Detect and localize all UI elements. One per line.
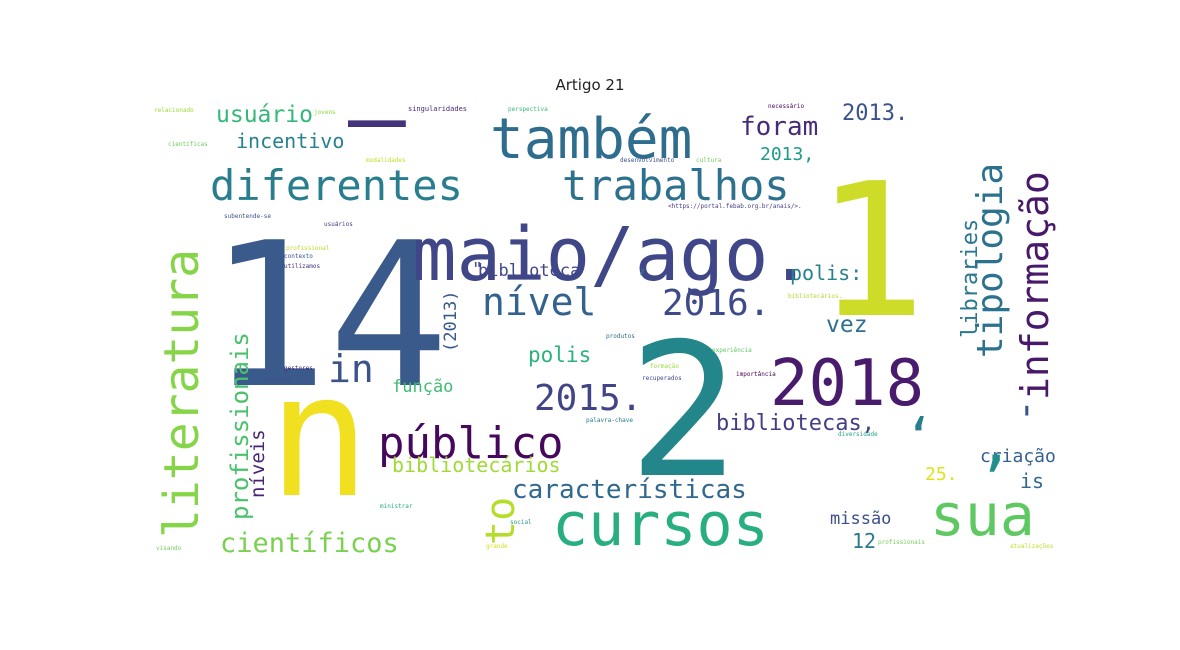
- cloud-word: ,: [636, 253, 649, 278]
- cloud-word: atualizações: [1010, 543, 1054, 550]
- cloud-word: bibliotecários: [392, 453, 561, 477]
- cloud-word: recuperados: [642, 375, 682, 382]
- cloud-word: 2013.: [842, 101, 908, 126]
- cloud-word: visando: [156, 545, 182, 552]
- cloud-word: 2: [628, 303, 739, 519]
- cloud-word: informação: [1013, 171, 1057, 400]
- cloud-word: sua: [930, 481, 1035, 549]
- cloud-word: missão: [830, 509, 891, 529]
- cloud-word: unidades: [262, 377, 291, 384]
- cloud-word: trabalhos: [562, 161, 790, 210]
- cloud-word: 2018: [770, 347, 924, 421]
- cloud-word: social: [510, 519, 532, 526]
- cloud-word: profissionais: [226, 332, 254, 520]
- cloud-word: polis: [528, 343, 591, 367]
- cloud-word: necessário: [768, 103, 805, 110]
- cloud-word: to: [478, 497, 524, 545]
- cloud-word: grande: [486, 543, 508, 550]
- cloud-word: –: [348, 100, 406, 173]
- cloud-word: libraries: [958, 219, 983, 338]
- cloud-word: produtos: [606, 333, 635, 340]
- cloud-word: científicos: [220, 528, 399, 559]
- cloud-word: ': [1016, 400, 1038, 441]
- cloud-word: usuário: [216, 102, 313, 128]
- cloud-word: experiência: [712, 347, 752, 354]
- cloud-word: cultura: [696, 157, 722, 164]
- cloud-word: polis:: [790, 261, 862, 285]
- cloud-word: ": [472, 259, 483, 280]
- cloud-word: 1: [815, 143, 926, 359]
- cloud-word: função: [392, 377, 453, 397]
- cloud-word: 2015.: [534, 378, 642, 419]
- word-cloud-canvas: 14 n 2 1 maio/ago. também cursos literat…: [154, 100, 1057, 560]
- cloud-word: bibliotecas,: [716, 411, 875, 436]
- cloud-word: bibliotecários.: [788, 293, 842, 300]
- cloud-word: desenvolvimento: [620, 157, 675, 164]
- cloud-word: formação: [650, 363, 679, 370]
- cloud-word: tipologia: [970, 163, 1011, 358]
- cloud-word: científicas: [168, 141, 208, 148]
- cloud-word: cursos: [552, 490, 769, 560]
- cloud-word: diferentes: [210, 161, 463, 210]
- cloud-word: perspectiva: [508, 106, 548, 113]
- cloud-word: is: [1020, 469, 1044, 493]
- cloud-word: ministrar: [380, 503, 413, 510]
- word-cloud: 14 n 2 1 maio/ago. também cursos literat…: [150, 100, 1060, 560]
- cloud-word: foram: [740, 112, 818, 142]
- cloud-word: (2013): [441, 291, 461, 352]
- cloud-word: ’: [976, 445, 1012, 515]
- cloud-word: características: [512, 475, 747, 505]
- cloud-word: usuários: [324, 221, 353, 228]
- cloud-word: relacionado: [154, 107, 194, 114]
- cloud-word: 14: [208, 200, 449, 433]
- cloud-word: palavra-chave: [586, 417, 633, 424]
- cloud-word: modalidades: [366, 157, 406, 164]
- cloud-word: nível: [482, 280, 596, 324]
- cloud-word: 2016.: [662, 283, 770, 324]
- cloud-word: criação: [980, 446, 1056, 467]
- cloud-word: 12: [852, 529, 876, 553]
- cloud-word: diversidade: [838, 431, 878, 438]
- cloud-word: profissional: [286, 245, 330, 252]
- cloud-word: incentivo: [236, 129, 344, 153]
- cloud-word: subentende-se: [224, 213, 271, 220]
- cloud-word: 25.: [925, 464, 958, 485]
- cloud-word: literatura: [154, 249, 210, 538]
- cloud-word: público: [378, 418, 563, 469]
- cloud-word: ‘: [904, 408, 934, 466]
- cloud-word: contexto: [284, 253, 313, 260]
- cloud-word: in: [328, 347, 374, 391]
- cloud-word: n: [268, 338, 370, 536]
- cloud-word: singularidades: [408, 105, 467, 113]
- cloud-word: níveis: [247, 429, 269, 498]
- cloud-word: <https://portal.febab.org.br/anais/>.: [668, 203, 802, 210]
- figure-title: Artigo 21: [555, 76, 625, 94]
- cloud-word: biblioteca: [478, 261, 580, 281]
- cloud-word: gestores: [284, 365, 313, 372]
- cloud-word: profissionais: [878, 539, 925, 546]
- cloud-word: maio/ago.: [412, 212, 813, 298]
- cloud-word: também: [490, 107, 692, 172]
- cloud-word: vez: [826, 312, 868, 338]
- cloud-word: utilizamos: [284, 263, 321, 270]
- cloud-word: jovens: [314, 109, 336, 116]
- cloud-word: 2013,: [760, 144, 814, 165]
- cloud-word: importância: [736, 371, 776, 378]
